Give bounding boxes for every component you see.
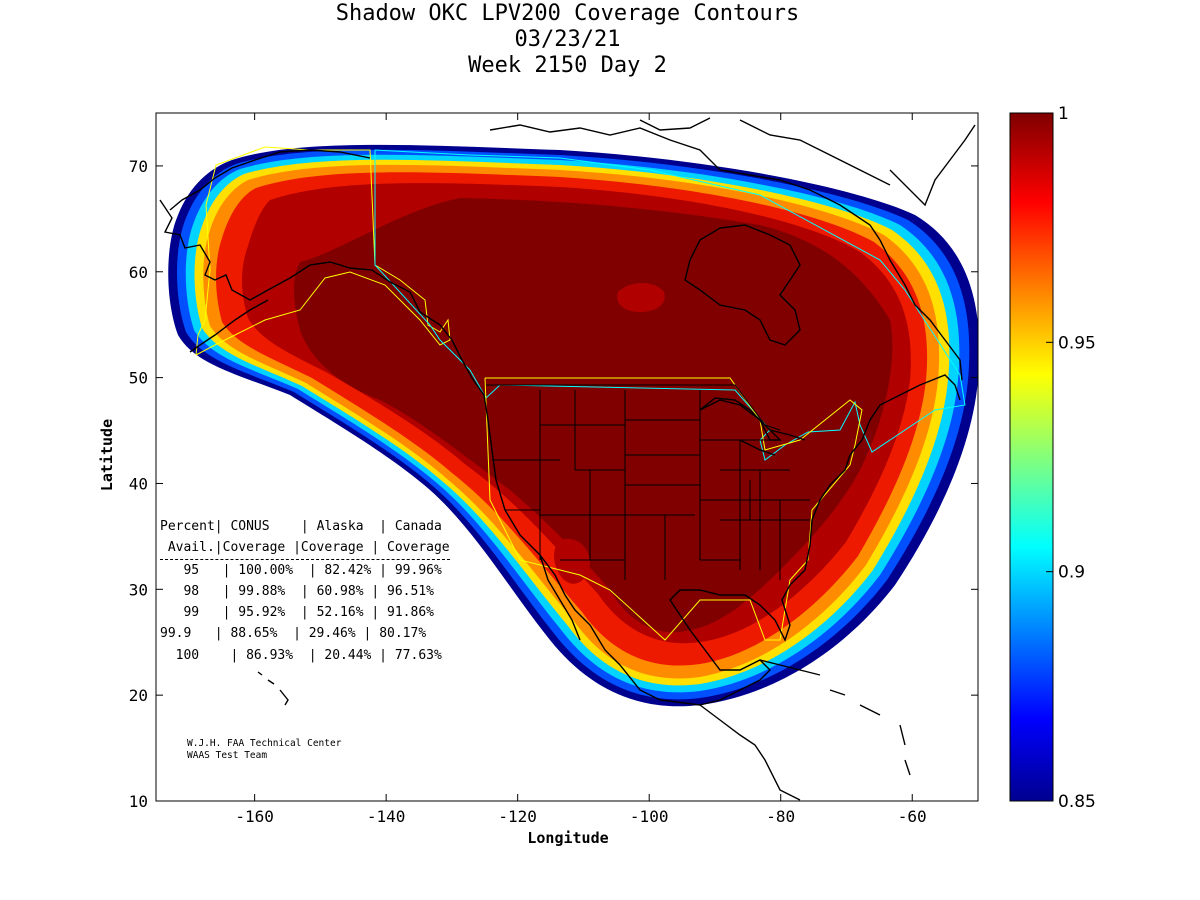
stats-conus: 88.65% xyxy=(230,626,278,642)
caribbean-islands xyxy=(829,689,911,776)
y-axis: 70 60 50 40 30 20 10 xyxy=(129,157,978,811)
state-boundaries xyxy=(486,384,810,580)
credit-line-2: WAAS Test Team xyxy=(187,750,268,761)
x-axis: -160 -140 -120 -100 -80 -60 xyxy=(235,113,927,826)
stats-alaska: 52.16% xyxy=(316,605,364,621)
contour-patch xyxy=(617,283,665,312)
stats-row: 95 | 100.00% | 82.42% | 99.96% xyxy=(183,562,442,578)
stats-row: 99 | 95.92% | 52.16% | 91.86% xyxy=(183,605,434,621)
credit-text: W.J.H. FAA Technical Center WAAS Test Tea… xyxy=(187,738,341,762)
us-canada-border xyxy=(486,384,781,431)
stats-row: 100 | 86.93% | 20.44% | 77.63% xyxy=(175,647,442,663)
stats-header-row-1: Percent| CONUS | Alaska | Canada xyxy=(160,519,442,534)
stats-canada: 77.63% xyxy=(394,647,442,663)
state-lines-central xyxy=(625,390,740,580)
arctic-islands xyxy=(489,117,891,241)
x-axis-label: Longitude xyxy=(527,829,608,847)
x-tick-label: -120 xyxy=(498,807,537,826)
stats-alaska: 82.42% xyxy=(324,562,372,578)
state-lines-east xyxy=(700,439,810,580)
alaska-service-volume xyxy=(195,146,451,356)
y-tick-label: 70 xyxy=(129,157,148,176)
stats-header-coverage: Coverage xyxy=(387,540,450,556)
stats-canada: 91.86% xyxy=(387,605,434,621)
stats-conus: 86.93% xyxy=(246,647,294,663)
central-america xyxy=(699,704,801,801)
contour-band-dark-red xyxy=(294,198,893,633)
stats-alaska: 20.44% xyxy=(324,647,372,663)
hawaii-islands xyxy=(257,671,289,706)
stats-canada: 80.17% xyxy=(379,626,427,642)
contour-patch xyxy=(554,538,590,584)
stats-header-conus: CONUS xyxy=(230,519,270,534)
stats-header-percent: Percent xyxy=(160,519,215,534)
coastlines xyxy=(159,117,976,801)
labrador-coast xyxy=(879,239,963,381)
x-tick-label: -60 xyxy=(898,807,927,826)
colorbar-tick-label: 1 xyxy=(1058,104,1069,124)
stats-percent: 100 xyxy=(175,647,200,663)
hudson-bay xyxy=(684,224,801,346)
stats-canada: 99.96% xyxy=(394,562,442,578)
stats-header-row-2: Avail.|Coverage |Coverage | Coverage xyxy=(160,537,450,560)
alaska-coastline xyxy=(159,149,441,326)
y-axis-label: Latitude xyxy=(98,419,116,491)
colorbar-ticks: 1 0.95 0.9 0.85 xyxy=(1046,104,1096,812)
stats-header-avail: Avail. xyxy=(167,540,215,556)
stats-header-alaska: Alaska xyxy=(316,519,364,534)
stats-header-coverage: Coverage xyxy=(300,540,364,556)
stats-conus: 95.92% xyxy=(238,605,286,621)
stats-alaska: 60.98% xyxy=(316,583,364,599)
chart-date: 03/23/21 xyxy=(514,27,621,52)
stats-conus: 99.88% xyxy=(238,583,286,599)
mexico-gulf-coastline xyxy=(669,374,961,706)
stats-percent: 99.9 xyxy=(160,626,192,642)
cuba xyxy=(759,659,821,676)
stats-alaska: 29.46% xyxy=(308,626,356,642)
colorbar-tick-label: 0.95 xyxy=(1058,333,1096,353)
stats-percent: 99 xyxy=(183,605,200,621)
stats-percent: 95 xyxy=(183,562,200,578)
colorbar-tick-label: 0.9 xyxy=(1058,563,1085,583)
stats-row: 99.9 | 88.65% | 29.46% | 80.17% xyxy=(160,626,427,642)
coverage-contours xyxy=(168,144,978,707)
coverage-stats-table: Percent| CONUS | Alaska | Canada Avail.|… xyxy=(160,516,450,666)
chart-week-day: Week 2150 Day 2 xyxy=(468,53,667,78)
pacific-nw-coastline xyxy=(439,324,701,706)
x-tick-label: -100 xyxy=(630,807,669,826)
x-tick-label: -160 xyxy=(235,807,274,826)
x-tick-label: -80 xyxy=(766,807,795,826)
y-tick-label: 50 xyxy=(129,369,148,388)
plot-frame xyxy=(155,112,979,802)
baja-california xyxy=(539,554,581,641)
stats-percent: 98 xyxy=(183,583,200,599)
y-tick-label: 60 xyxy=(129,263,148,282)
y-tick-label: 20 xyxy=(129,686,148,705)
colorbar xyxy=(1009,112,1054,802)
stats-header-coverage: Coverage xyxy=(222,540,286,556)
alaska-peninsula xyxy=(189,299,269,353)
stats-conus: 100.00% xyxy=(238,562,294,578)
stats-header-canada: Canada xyxy=(394,519,442,534)
x-tick-label: -140 xyxy=(367,807,406,826)
stats-canada: 96.51% xyxy=(387,583,434,599)
chart-title: Shadow OKC LPV200 Coverage Contours xyxy=(335,1,800,26)
stats-row: 98 | 99.88% | 60.98% | 96.51% xyxy=(183,583,434,599)
y-tick-label: 40 xyxy=(129,474,148,493)
greenland-coast xyxy=(889,124,976,207)
colorbar-tick-label: 0.85 xyxy=(1058,792,1096,812)
y-tick-label: 10 xyxy=(129,792,148,811)
credit-line-1: W.J.H. FAA Technical Center xyxy=(187,738,342,749)
y-tick-label: 30 xyxy=(129,580,148,599)
conus-service-volume xyxy=(484,377,863,641)
